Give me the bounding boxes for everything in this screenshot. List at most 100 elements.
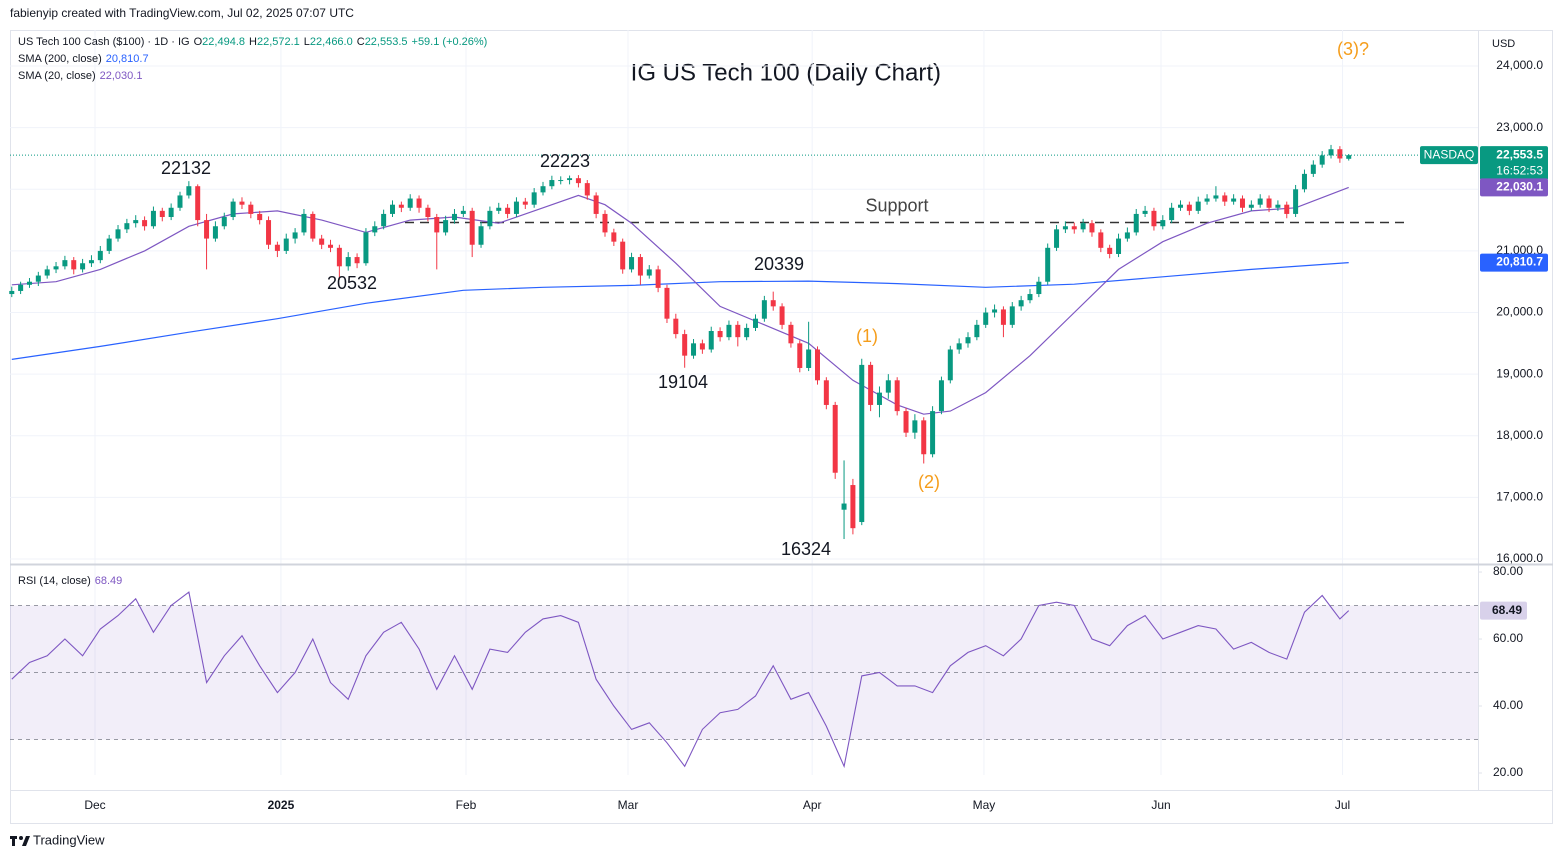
candle-body [868, 364, 874, 405]
candle-body [832, 404, 838, 473]
candle-body [1160, 220, 1166, 227]
candle-body [372, 226, 378, 233]
candle-body [894, 380, 900, 412]
candle-body [1293, 189, 1299, 214]
candle-body [1080, 223, 1086, 230]
annotation: 20339 [754, 254, 804, 274]
candle-body [1133, 213, 1139, 233]
candle-body [814, 349, 820, 381]
candle-body [9, 290, 15, 295]
candle-body [691, 343, 697, 356]
candle-body [974, 324, 980, 338]
candle-body [292, 232, 298, 239]
candle-body [726, 324, 732, 338]
candle-body [664, 287, 670, 319]
sma-tag [1480, 178, 1548, 197]
candle-body [593, 195, 599, 214]
candle-body [1142, 210, 1148, 214]
candle-body [992, 309, 998, 313]
candle-body [629, 257, 635, 270]
annotation: 16324 [781, 539, 831, 559]
candle-body [1328, 149, 1334, 156]
candle-body [319, 238, 325, 245]
candle-body [1124, 232, 1130, 239]
candle-body [1275, 204, 1281, 208]
candle-body [381, 213, 387, 227]
legend-sma20: SMA (20, close) 22,030.1 [18, 70, 142, 82]
candle-body [186, 186, 192, 196]
candle-body [1204, 198, 1210, 202]
rsi-name: RSI (14, close) [18, 575, 91, 587]
candle-body [531, 192, 537, 205]
candle-body [266, 220, 272, 245]
candle-body [708, 331, 714, 350]
rsi-band [10, 605, 1478, 740]
candle-body [274, 244, 280, 251]
y-tick-label: 16,000.0 [1496, 551, 1543, 565]
candle-body [1018, 300, 1024, 307]
candle-body [159, 210, 165, 218]
field-value: 22,553.5 [364, 36, 408, 48]
candle-body [1319, 155, 1325, 165]
rsi-tag-text: 68.49 [1492, 603, 1522, 617]
candle-body [770, 300, 776, 307]
candle-body [416, 198, 422, 208]
candle-body [1071, 226, 1077, 230]
candle-body [177, 195, 183, 208]
sma-name: SMA (200, close) [18, 53, 102, 65]
candle-body [761, 300, 767, 319]
candle-body [1009, 306, 1015, 325]
candle-body [496, 207, 502, 211]
candle-body [682, 334, 688, 356]
field-value: 22,572.1 [256, 36, 300, 48]
y-tick-label: 24,000.0 [1496, 58, 1543, 72]
candle-body [469, 210, 475, 245]
candle-body [567, 178, 573, 181]
x-tick-label: Mar [618, 798, 639, 812]
candle-body [124, 223, 130, 230]
candle-body [53, 266, 59, 270]
candle-body [1337, 149, 1343, 159]
symbol: US Tech 100 Cash ($100) · 1D · IG [18, 36, 190, 48]
candle-body [797, 343, 803, 368]
candle-body [1178, 204, 1184, 208]
candle-body [1089, 223, 1095, 233]
candle-body [859, 364, 865, 523]
x-tick-label: Dec [84, 798, 105, 812]
candle-body [195, 186, 201, 221]
candle-body [779, 306, 785, 325]
candle-body [1062, 226, 1068, 230]
rsi-tick-label: 80.00 [1493, 564, 1523, 578]
y-tick-label: 18,000.0 [1496, 428, 1543, 442]
credit: fabienyip created with TradingView.com, … [10, 6, 354, 20]
candle-body [1186, 204, 1192, 211]
candle-body [115, 229, 121, 239]
candle-body [283, 238, 289, 251]
candle-body [947, 349, 953, 381]
candle-body [44, 269, 50, 276]
candle-body [788, 324, 794, 344]
sma-value: 20,810.7 [105, 53, 149, 65]
candle-body [850, 485, 856, 529]
candle-body [425, 207, 431, 218]
candle-body [1231, 198, 1237, 202]
y-tick-label: 23,000.0 [1496, 120, 1543, 134]
candle-body [1213, 195, 1219, 199]
candle-body [407, 198, 413, 208]
candle-body [1310, 164, 1316, 174]
rsi-tag [1480, 601, 1527, 620]
candle-body [841, 503, 847, 510]
candle-body [558, 180, 564, 182]
candle-body [513, 201, 519, 214]
annotation: 19104 [658, 372, 708, 392]
candle-body [602, 213, 608, 233]
exchange-tag-text: NASDAQ [1424, 147, 1475, 161]
candle-body [1301, 173, 1307, 190]
sma-tag-text: 20,810.7 [1496, 255, 1543, 269]
candle-body [212, 226, 218, 239]
last-price-tag-text: 22,553.5 [1496, 147, 1543, 161]
x-tick-label: 2025 [268, 798, 295, 812]
annotation: 22132 [161, 158, 211, 178]
currency: USD [1492, 38, 1515, 50]
y-tick-label: 17,000.0 [1496, 490, 1543, 504]
